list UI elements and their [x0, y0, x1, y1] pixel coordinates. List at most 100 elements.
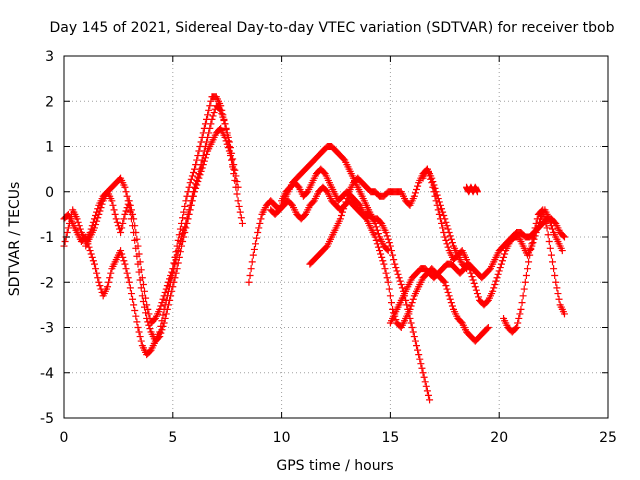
data-point-interp: [63, 228, 71, 236]
chart-title: Day 145 of 2021, Sidereal Day-to-day VTE…: [49, 20, 614, 36]
data-point-interp: [67, 215, 75, 223]
data-point: [404, 305, 412, 313]
data-point: [178, 242, 186, 250]
data-point-interp: [343, 195, 351, 203]
data-point-interp: [512, 325, 520, 333]
data-point-interp: [218, 106, 226, 114]
data-point-interp: [222, 137, 230, 145]
data-point-interp: [498, 257, 506, 265]
data-point-interp: [192, 184, 200, 192]
data-point-interp: [443, 285, 451, 293]
data-point-interp: [74, 218, 82, 226]
data-point-interp: [389, 251, 397, 259]
data-point-interp: [414, 346, 422, 354]
data-point-interp: [475, 293, 483, 301]
y-tick-labels: -5 -4 -3 -2 -1 0 1 2 3: [40, 49, 54, 427]
data-point-interp: [525, 258, 533, 266]
data-point-interp: [184, 215, 192, 223]
data-point-interp: [231, 176, 239, 184]
data-point-interp: [500, 253, 508, 261]
data-point-interp: [93, 269, 101, 277]
data-point-interp: [175, 231, 183, 239]
data-point-interp: [229, 161, 237, 169]
data-point-interp: [468, 273, 476, 281]
data-point-interp: [171, 274, 179, 282]
data-point: [121, 210, 129, 218]
data-point-interp: [189, 169, 197, 177]
data-point: [386, 242, 394, 250]
series-track-8: [386, 215, 568, 327]
data-point-interp: [161, 314, 169, 322]
data-point-interp: [192, 161, 200, 169]
data-point-interp: [435, 210, 443, 218]
data-point-interp: [194, 178, 202, 186]
data-point-interp: [180, 208, 188, 216]
data-point-interp: [440, 277, 448, 285]
data-point: [432, 197, 440, 205]
data-point: [191, 165, 199, 173]
data-point: [426, 396, 434, 404]
data-point-interp: [197, 138, 205, 146]
data-point-interp: [146, 325, 154, 333]
data-point-interp: [418, 364, 426, 372]
data-point: [539, 206, 547, 214]
data-point-interp: [122, 188, 130, 196]
data-points: [60, 93, 568, 404]
data-point-interp: [170, 278, 178, 286]
data-point-interp: [162, 285, 170, 293]
data-point-interp: [422, 382, 430, 390]
data-point-interp: [415, 351, 423, 359]
data-point-interp: [426, 172, 434, 180]
data-point-interp: [420, 373, 428, 381]
data-point: [249, 251, 257, 259]
data-point: [473, 188, 481, 196]
data-point-interp: [429, 183, 437, 191]
data-point-interp: [520, 285, 528, 293]
data-point-interp: [126, 208, 134, 216]
data-point: [234, 197, 242, 205]
data-point: [467, 269, 475, 277]
data-point: [104, 283, 112, 291]
data-point: [547, 251, 555, 259]
data-point-interp: [406, 314, 414, 322]
data-point: [238, 219, 246, 227]
data-point-interp: [550, 265, 558, 273]
data-point: [336, 215, 344, 223]
data-point-interp: [447, 235, 455, 243]
data-point-interp: [374, 243, 382, 251]
data-point-interp: [203, 115, 211, 123]
data-point-interp: [444, 288, 452, 296]
data-point-interp: [93, 217, 101, 225]
x-tick-label: 10: [273, 430, 291, 446]
x-tick-labels: 0 5 10 15 20 25: [60, 430, 617, 446]
y-tick-label: -2: [40, 275, 54, 291]
data-point-interp: [122, 207, 130, 215]
data-point-interp: [232, 183, 240, 191]
data-point-interp: [196, 143, 204, 150]
data-point-interp: [106, 274, 114, 282]
series-track-3: [82, 124, 238, 345]
data-point-interp: [193, 181, 201, 189]
data-point-interp: [141, 303, 149, 311]
data-point-interp: [403, 301, 411, 309]
data-point-interp: [224, 144, 232, 152]
data-point: [380, 260, 388, 268]
data-point-interp: [547, 222, 555, 230]
data-point-interp: [528, 240, 536, 248]
data-point-interp: [392, 264, 400, 272]
data-point: [90, 224, 98, 232]
data-point-interp: [119, 253, 127, 261]
data-point-interp: [527, 245, 535, 253]
data-point-interp: [92, 265, 100, 273]
data-point: [230, 165, 238, 173]
data-point: [391, 260, 399, 268]
y-tick-label: 3: [45, 49, 54, 65]
y-axis-title: SDTVAR / TECUs: [7, 182, 23, 297]
data-point-interp: [446, 232, 454, 240]
data-point-interp: [120, 257, 128, 265]
data-point-interp: [378, 253, 386, 261]
data-point-interp: [559, 232, 567, 240]
data-point: [169, 283, 177, 291]
data-point-interp: [235, 202, 243, 210]
data-point-interp: [551, 271, 559, 279]
